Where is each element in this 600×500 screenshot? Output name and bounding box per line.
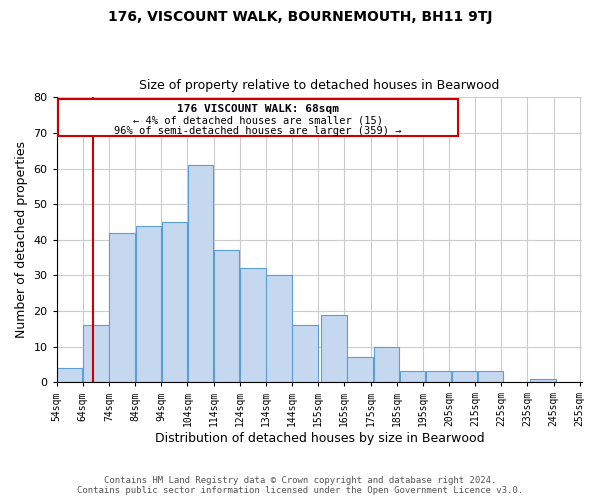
X-axis label: Distribution of detached houses by size in Bearwood: Distribution of detached houses by size … — [155, 432, 484, 445]
Bar — [530, 378, 556, 382]
Bar — [136, 226, 161, 382]
Bar — [266, 276, 292, 382]
Text: ← 4% of detached houses are smaller (15): ← 4% of detached houses are smaller (15) — [133, 115, 383, 125]
Bar — [188, 165, 213, 382]
Bar — [240, 268, 266, 382]
Bar — [109, 232, 135, 382]
Bar — [374, 346, 399, 382]
Bar — [347, 357, 373, 382]
Bar — [452, 372, 478, 382]
FancyBboxPatch shape — [58, 99, 458, 136]
Title: Size of property relative to detached houses in Bearwood: Size of property relative to detached ho… — [139, 79, 500, 92]
Bar — [400, 372, 425, 382]
Bar — [83, 325, 109, 382]
Bar — [292, 325, 318, 382]
Y-axis label: Number of detached properties: Number of detached properties — [15, 141, 28, 338]
Bar — [478, 372, 503, 382]
Text: 176, VISCOUNT WALK, BOURNEMOUTH, BH11 9TJ: 176, VISCOUNT WALK, BOURNEMOUTH, BH11 9T… — [108, 10, 492, 24]
Bar — [214, 250, 239, 382]
Bar — [426, 372, 451, 382]
Bar — [57, 368, 82, 382]
Text: Contains HM Land Registry data © Crown copyright and database right 2024.
Contai: Contains HM Land Registry data © Crown c… — [77, 476, 523, 495]
Text: 176 VISCOUNT WALK: 68sqm: 176 VISCOUNT WALK: 68sqm — [177, 104, 339, 115]
Bar — [161, 222, 187, 382]
Text: 96% of semi-detached houses are larger (359) →: 96% of semi-detached houses are larger (… — [115, 126, 402, 136]
Bar — [321, 314, 347, 382]
